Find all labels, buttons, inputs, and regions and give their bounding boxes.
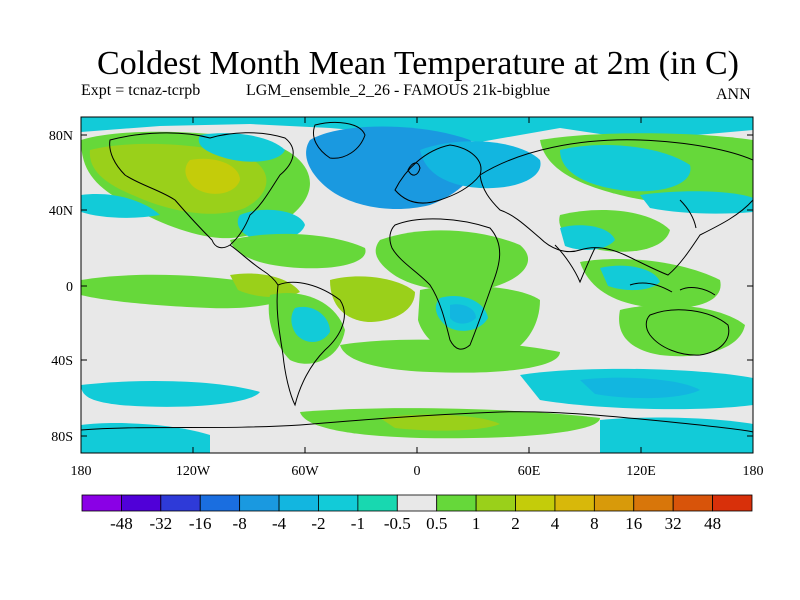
lat-tick-label: 40S [51,354,73,369]
colorbar-label: 1 [472,514,481,533]
field-hudson-cold [198,133,285,162]
lon-tick-label: 0 [414,464,421,479]
coast-india [554,244,596,284]
colorbar-swatch [436,494,477,512]
colorbar-swatch [239,494,280,512]
colorbar-label: -1 [351,514,365,533]
field-nw-pacific-band [81,194,160,218]
colorbar-swatch [278,494,319,512]
field-north-america-warmest [185,158,240,194]
lon-tick-label: 180 [71,464,92,479]
field-antarctic-warm [380,414,500,431]
colorbar-swatch [633,494,674,512]
colorbar-swatch [199,494,241,512]
colorbar-swatch [593,494,635,512]
colorbar-swatch [160,494,201,512]
lon-tick-label: 60W [291,464,319,479]
colorbar-swatch [121,494,162,512]
latitude-axis: 80N 40N 0 40S 80S [49,129,753,445]
colorbar-swatch [357,494,398,512]
lon-tick-label: 120W [176,464,211,479]
field-north-america-warm [89,143,267,214]
coast-africa [389,218,501,350]
colorbar-swatch [672,494,713,512]
colorbar-label: 2 [511,514,520,533]
colorbar-label: -4 [272,514,287,533]
colorbar: -48 -32 -16 -8 -4 -2 -1 -0.5 0.5 1 2 4 8 16 32 48 [81,494,753,533]
field-southern-midlat-green [340,339,560,373]
field-south-atlantic-warm [330,276,415,322]
colorbar-swatch [81,494,122,512]
coast-asia [479,139,753,276]
colorbar-label: 8 [590,514,599,533]
colorbar-label: -48 [110,514,133,533]
coast-greenland [313,122,366,159]
coast-south-america [276,281,345,407]
field-tibet-cold [560,225,615,250]
coast-australia [645,309,730,356]
field-pacific-east-warm [230,273,300,298]
colorbar-swatch [318,494,359,512]
field-south-africa-colder [450,304,476,324]
colorbar-swatch [515,494,556,512]
map-panel [80,116,754,454]
coast-japan [679,199,697,229]
colorbar-label: -0.5 [384,514,411,533]
field-atlantic-west-green [230,233,366,269]
colorbar-swatch [712,494,753,512]
coast-central-america [229,244,279,286]
colorbar-label: -2 [311,514,325,533]
plot-title: Coldest Month Mean Temperature at 2m (in… [97,45,739,82]
colorbar-swatch [475,494,516,512]
colorbar-label: -16 [189,514,212,533]
lat-tick-label: 80N [49,129,73,144]
season-label: ANN [716,86,751,103]
coastlines [81,122,753,433]
longitude-axis: 180 120W 60W 0 60E 120E 180 [71,117,764,479]
field-asia-cold [560,145,691,192]
colorbar-label: 48 [704,514,721,533]
colorbar-label: 16 [625,514,642,533]
lon-tick-label: 120E [626,464,656,479]
coast-north-america [109,132,294,249]
colorbar-label: 0.5 [426,514,447,533]
field-southern-ocean-east-colder [580,377,700,399]
field-australia-green [619,305,745,357]
field-na-southeast-cold [237,209,305,242]
lon-tick-label: 180 [743,464,764,479]
colorbar-label: -32 [149,514,172,533]
colorbar-label: 32 [665,514,682,533]
coast-uk [407,162,421,176]
field-maritime-cold [600,265,660,291]
field-south-america-cold [291,306,330,343]
lon-tick-label: 60E [518,464,541,479]
field-africa-north-green [375,230,529,291]
field-antarctic-west-cold [81,423,210,453]
coast-antarctica [81,411,753,433]
lat-tick-label: 0 [66,280,73,295]
lat-tick-label: 40N [49,204,73,219]
experiment-label: Expt = tcnaz-tcrpb [81,82,201,99]
field-southern-ocean-band [81,380,260,407]
colorbar-swatch [554,494,595,512]
colorbar-label: -8 [233,514,247,533]
coast-indonesia [629,282,716,296]
colorbar-swatch [396,494,438,512]
field-ne-pacific-band [640,191,753,214]
lat-tick-label: 80S [51,430,73,445]
colorbar-label: 4 [551,514,560,533]
run-label: LGM_ensemble_2_26 - FAMOUS 21k-bigblue [246,82,551,99]
